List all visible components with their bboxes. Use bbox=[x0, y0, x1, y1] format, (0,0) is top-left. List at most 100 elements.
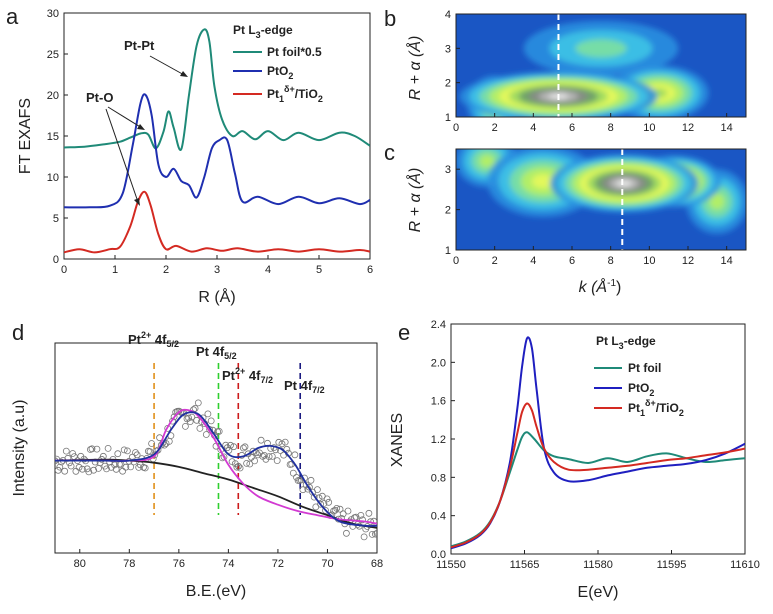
data-point bbox=[122, 463, 130, 471]
data-point bbox=[225, 446, 233, 454]
data-point bbox=[58, 458, 65, 466]
y-tick-label: 0.4 bbox=[431, 511, 446, 523]
panel-d-ylabel: Intensity (a.u) bbox=[11, 400, 28, 497]
data-point bbox=[247, 453, 255, 461]
annotation-pt-pt: Pt-Pt bbox=[124, 38, 155, 53]
data-point bbox=[181, 422, 189, 430]
x-tick-label: 3 bbox=[214, 264, 220, 276]
x-tick-label: 2 bbox=[492, 122, 498, 134]
data-point bbox=[186, 418, 194, 426]
panel-a-title: Pt L3-edge bbox=[233, 23, 293, 40]
data-point bbox=[278, 440, 286, 448]
legend-label-e-pt-foil: Pt foil bbox=[628, 361, 661, 375]
data-point bbox=[112, 465, 120, 473]
data-point bbox=[88, 445, 96, 453]
data-point bbox=[359, 516, 366, 524]
panel-a-series bbox=[64, 28, 370, 254]
data-point bbox=[273, 457, 281, 465]
x-tick-label: 11610 bbox=[730, 559, 760, 571]
x-tick-label: 70 bbox=[321, 558, 333, 570]
legend-label-pto2: PtO2 bbox=[267, 64, 293, 81]
arrow-pt-o-1 bbox=[107, 106, 143, 129]
data-point bbox=[62, 447, 70, 455]
data-point bbox=[148, 440, 156, 447]
data-point bbox=[344, 507, 352, 515]
data-point bbox=[342, 529, 350, 537]
panel-b-ylabel: R + α (Å) bbox=[405, 36, 424, 101]
x-tick-label: 11550 bbox=[436, 559, 466, 571]
x-tick-label: 76 bbox=[173, 558, 185, 570]
data-point bbox=[146, 448, 154, 456]
y-tick-label: 0.0 bbox=[431, 549, 446, 561]
series-line-pt-foil bbox=[451, 431, 745, 548]
data-point bbox=[177, 408, 185, 416]
x-tick-label: 8 bbox=[608, 122, 614, 134]
data-point bbox=[265, 453, 273, 461]
panel-c-ylabel: R + α (Å) bbox=[405, 168, 424, 233]
panel-a-frame bbox=[63, 12, 371, 260]
panel-a-ylabel: FT EXAFS bbox=[17, 98, 34, 174]
data-point bbox=[246, 460, 254, 468]
data-point bbox=[239, 444, 247, 452]
data-point bbox=[233, 463, 241, 471]
data-point bbox=[124, 447, 131, 455]
y-tick-label: 10 bbox=[47, 172, 59, 184]
y-tick-label: 1.6 bbox=[431, 396, 446, 408]
data-point bbox=[281, 438, 289, 446]
panel-e-label: e bbox=[398, 320, 410, 345]
panel-c-map bbox=[456, 149, 746, 250]
x-tick-label: 6 bbox=[569, 255, 575, 267]
data-point bbox=[333, 504, 341, 512]
fit-fit-magenta bbox=[55, 408, 377, 525]
data-point bbox=[194, 399, 202, 407]
data-point bbox=[193, 416, 201, 424]
peak-label-pt-4f72: Pt 4f7/2 bbox=[284, 378, 325, 395]
data-point bbox=[56, 463, 64, 471]
panel-e-frame bbox=[450, 323, 746, 555]
panel-c-label: c bbox=[384, 140, 395, 165]
x-tick-label: 4 bbox=[530, 255, 536, 267]
x-tick-label: 4 bbox=[530, 122, 536, 134]
data-point bbox=[289, 469, 297, 477]
data-point bbox=[104, 444, 112, 452]
y-tick-label: 2.4 bbox=[431, 319, 446, 331]
y-tick-label: 20 bbox=[47, 90, 59, 102]
legend-label-pt1-tio2: Pt1δ+/TiO2 bbox=[267, 84, 323, 104]
data-point bbox=[235, 462, 242, 470]
data-point bbox=[307, 476, 315, 484]
map-contour bbox=[575, 39, 627, 58]
x-tick-label: 11580 bbox=[583, 559, 613, 571]
data-point bbox=[368, 531, 376, 538]
data-point bbox=[236, 464, 244, 472]
data-point bbox=[114, 450, 122, 458]
data-point bbox=[230, 443, 238, 451]
panel-e-xlabel: E(eV) bbox=[578, 584, 619, 601]
arrowhead-pt-o-1 bbox=[137, 124, 145, 130]
data-point bbox=[360, 533, 368, 541]
data-point bbox=[154, 446, 162, 454]
annotation-pt-o: Pt-O bbox=[86, 90, 113, 105]
panel-d-fits bbox=[55, 408, 377, 529]
data-point bbox=[191, 404, 199, 412]
data-point bbox=[132, 449, 139, 456]
data-point bbox=[275, 438, 283, 446]
x-tick-label: 4 bbox=[265, 264, 271, 276]
data-point bbox=[207, 417, 215, 425]
data-point bbox=[241, 443, 249, 451]
data-point bbox=[127, 463, 135, 471]
data-point bbox=[220, 453, 228, 461]
y-tick-label: 1 bbox=[445, 112, 451, 124]
data-point bbox=[227, 441, 234, 449]
data-point bbox=[120, 446, 128, 454]
x-tick-label: 74 bbox=[222, 558, 234, 570]
peak-label-pt2-4f72: Pt2+ 4f7/2 bbox=[222, 366, 273, 385]
map-contour bbox=[709, 193, 725, 210]
y-tick-label: 15 bbox=[47, 131, 59, 143]
x-tick-label: 6 bbox=[367, 264, 373, 276]
data-point bbox=[141, 464, 149, 472]
data-point bbox=[365, 509, 373, 517]
